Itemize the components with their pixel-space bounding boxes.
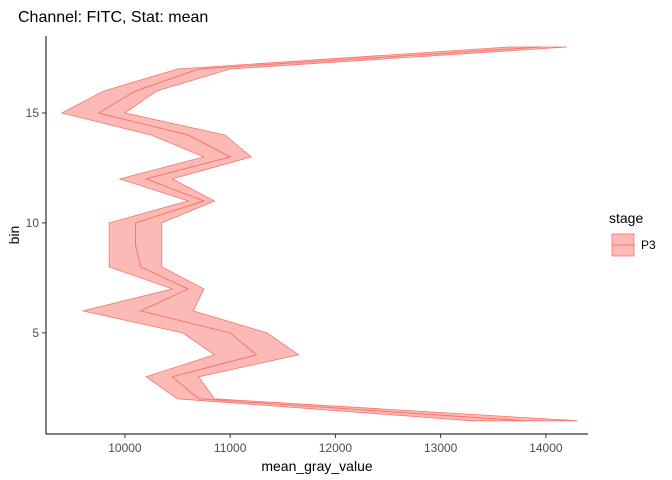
y-tick-label: 5	[32, 326, 39, 340]
ribbon-p3	[60, 46, 578, 422]
plot-area: 10000 11000 12000 13000 14000 5 10 15	[26, 36, 588, 455]
x-tick-label: 12000	[319, 441, 353, 455]
x-tick-label: 10000	[108, 441, 142, 455]
legend: stage P3	[609, 210, 656, 257]
x-axis-title: mean_gray_value	[261, 458, 373, 474]
x-tick-label: 14000	[529, 441, 563, 455]
x-tick-label: 13000	[424, 441, 458, 455]
legend-label-p3: P3	[641, 238, 656, 252]
y-tick-label: 15	[26, 106, 40, 120]
legend-title: stage	[609, 210, 643, 226]
x-axis-ticks: 10000 11000 12000 13000 14000	[108, 434, 563, 455]
y-axis-title: bin	[6, 226, 22, 245]
y-tick-label: 10	[26, 216, 40, 230]
y-axis-ticks: 5 10 15	[26, 106, 46, 340]
x-tick-label: 11000	[214, 441, 247, 455]
chart-title: Channel: FITC, Stat: mean	[18, 9, 208, 26]
data-marks	[60, 46, 578, 422]
mean-line-p3	[97, 46, 541, 422]
